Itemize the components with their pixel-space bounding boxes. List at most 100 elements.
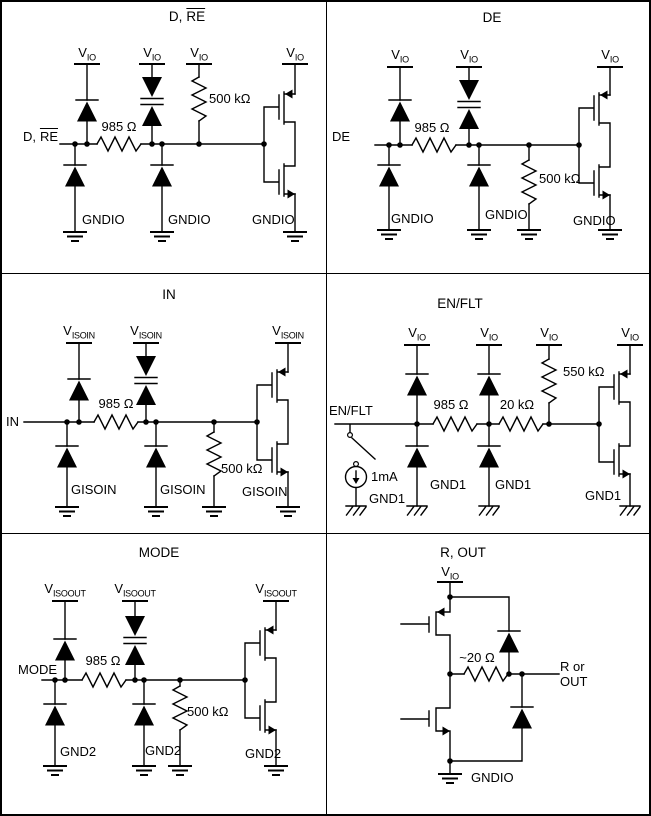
supply-label: VIO xyxy=(391,47,409,65)
ground-icons xyxy=(345,505,641,516)
ground-icons xyxy=(54,506,301,517)
resistor-icon xyxy=(96,136,142,152)
junction-dots xyxy=(52,677,248,683)
supply-label: VIO xyxy=(441,564,459,582)
resistor-icon xyxy=(93,414,139,430)
mosfet-inverter-icon xyxy=(578,89,611,201)
diode-icon xyxy=(477,445,501,469)
supply-label: VISOIN xyxy=(272,323,304,341)
resistor-icon xyxy=(498,416,544,432)
resistor-value-label: 500 kΩ xyxy=(221,461,263,476)
ground-label: GNDIO xyxy=(485,207,528,222)
supply-label: VIO xyxy=(286,45,304,63)
ground-label: GISOIN xyxy=(71,482,117,497)
dual-diode-icon xyxy=(134,355,158,406)
ground-label: GISOIN xyxy=(160,482,206,497)
ground-label: GND1 xyxy=(585,488,622,503)
supply-label: VISOIN xyxy=(130,323,162,341)
ground-label: GNDIO xyxy=(252,212,295,227)
ground-label: GND1 xyxy=(430,477,467,492)
diode-icon xyxy=(150,164,174,188)
panel-in: IN IN VISOIN VISOIN VISOIN 985 Ω 500 kΩ … xyxy=(2,274,327,534)
diode-icon xyxy=(132,703,156,727)
supply-label: VIO xyxy=(190,45,208,63)
resistor-value-label: 550 kΩ xyxy=(563,364,605,379)
ground-icon xyxy=(437,773,463,784)
ground-icons xyxy=(42,765,289,776)
supply-label: VIO xyxy=(460,47,478,65)
wires xyxy=(374,66,611,231)
diode-icon xyxy=(477,373,501,397)
ground-icons xyxy=(376,229,623,240)
supply-label: VIO xyxy=(143,45,161,63)
resistor-icon xyxy=(463,666,509,682)
resistor-value-label: 985 Ω xyxy=(98,396,134,411)
circuit-in xyxy=(23,342,302,517)
nmos-arrow xyxy=(442,726,450,736)
wires xyxy=(400,581,560,775)
panel-r-out: R, OUT VIO ~20 Ω R or OUT GNDIO xyxy=(327,534,649,814)
wires xyxy=(41,600,277,767)
ground-label: GND1 xyxy=(495,477,532,492)
dual-diode-icon xyxy=(140,76,164,127)
ground-label: GND2 xyxy=(145,743,182,758)
resistor-value-label: 985 Ω xyxy=(85,653,121,668)
junction-dots xyxy=(72,141,267,147)
pin-label: EN/FLT xyxy=(329,403,373,418)
resistor-icon xyxy=(191,76,207,122)
pin-label: IN xyxy=(6,414,19,429)
circuit-mode xyxy=(41,600,290,776)
diode-icon xyxy=(55,445,79,469)
current-value-label: 1mA xyxy=(371,469,398,484)
supply-label: VIO xyxy=(540,325,558,343)
ground-icons xyxy=(62,231,308,242)
current-source-icon xyxy=(344,465,368,489)
resistor-icon xyxy=(411,137,457,153)
panel-title: DE xyxy=(482,10,502,25)
ground-label: GNDIO xyxy=(471,770,514,785)
panel-title: EN/FLT xyxy=(437,296,483,311)
output-label: OUT xyxy=(560,674,588,689)
panel-title: D, RE xyxy=(168,9,206,24)
ground-label: GNDIO xyxy=(168,212,211,227)
pin-label: MODE xyxy=(18,662,57,677)
resistor-value-label: ~20 Ω xyxy=(459,650,495,665)
supply-label: VISOIN xyxy=(63,323,95,341)
pmos-arrow xyxy=(437,607,445,617)
resistor-icon xyxy=(521,159,537,205)
circuit-en-flt xyxy=(334,344,644,516)
resistor-value-label: 985 Ω xyxy=(433,397,469,412)
diode-icon xyxy=(43,703,67,727)
diode-icon xyxy=(63,164,87,188)
diode-icon xyxy=(377,164,401,188)
ground-label: GND1 xyxy=(369,491,406,506)
junction-dots xyxy=(447,594,525,764)
wires xyxy=(23,342,289,508)
circuit-de xyxy=(374,66,624,240)
junction-dots xyxy=(414,421,602,427)
supply-label: VISOOUT xyxy=(114,581,156,599)
resistor-value-label: 985 Ω xyxy=(101,119,137,134)
mosfet-inverter-icon xyxy=(598,368,631,480)
circuit-d-re xyxy=(59,63,309,242)
ground-label: GND2 xyxy=(245,746,282,761)
panel-title: R, OUT xyxy=(440,545,486,560)
diode-icon xyxy=(144,445,168,469)
supply-label: VIO xyxy=(78,45,96,63)
panel-title: MODE xyxy=(138,545,180,560)
panel-de: DE DE VIO VIO VIO 985 Ω 500 kΩ GNDIO GND… xyxy=(327,2,649,274)
pin-label: D, RE xyxy=(22,129,58,144)
supply-label: VISOOUT xyxy=(44,581,86,599)
switch-terminal-icon xyxy=(347,432,354,439)
diode-icon xyxy=(388,99,412,123)
switch-terminal-icon xyxy=(353,461,360,468)
panel-en-flt: EN/FLT EN/FLT VIO VIO VIO VIO 985 Ω 20 k… xyxy=(327,274,649,534)
resistor-icon xyxy=(541,358,557,404)
diode-icon xyxy=(405,445,429,469)
junction-dots xyxy=(64,419,260,425)
resistor-icon xyxy=(81,672,127,688)
resistor-value-label: 500 kΩ xyxy=(539,171,581,186)
ground-label: GNDIO xyxy=(82,212,125,227)
resistor-icon xyxy=(432,416,478,432)
